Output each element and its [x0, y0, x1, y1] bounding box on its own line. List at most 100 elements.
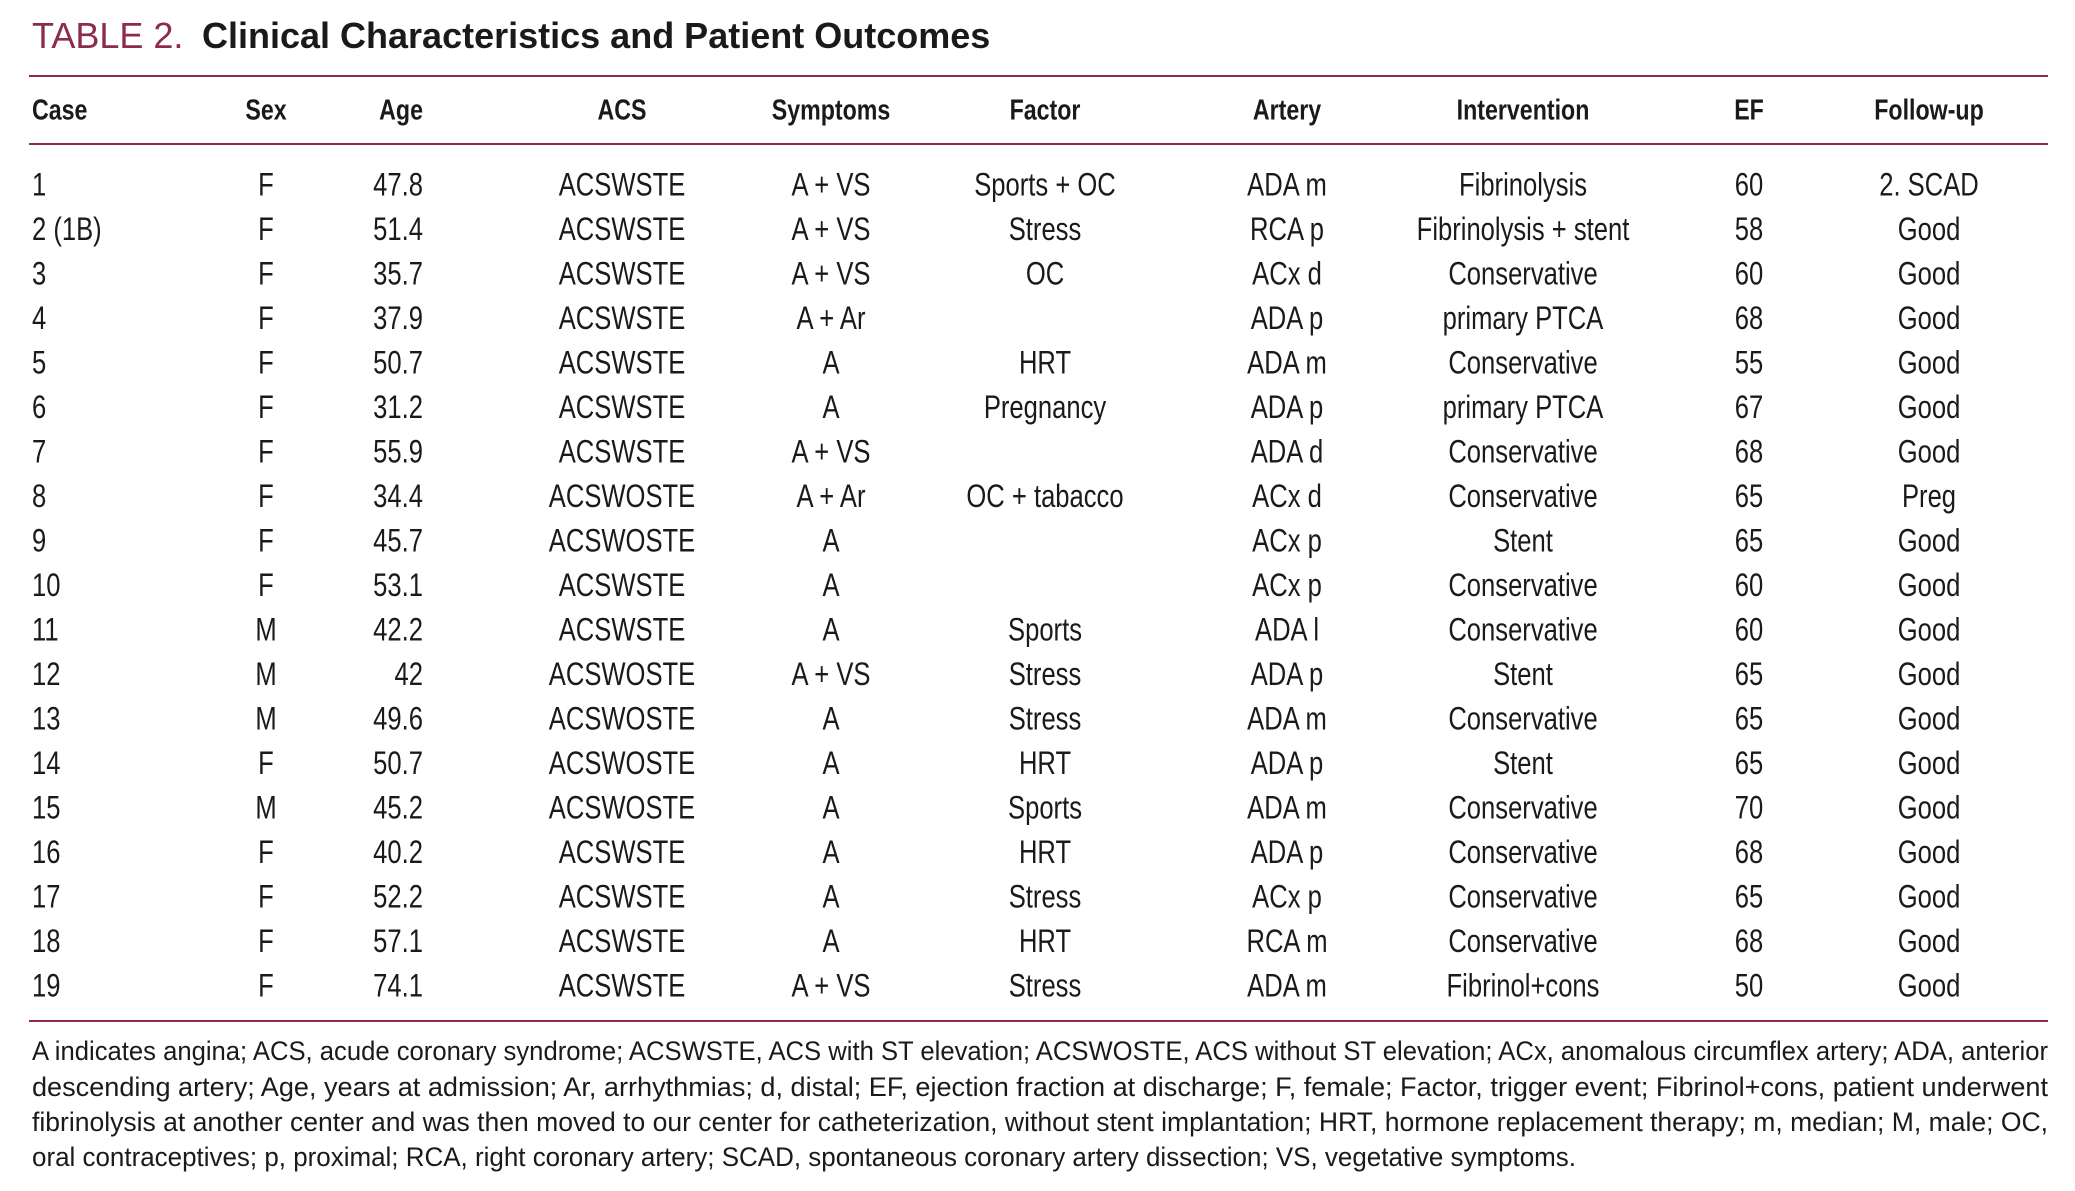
table-cell: A	[822, 791, 840, 826]
table-cell: ACSWOSTE	[549, 791, 695, 826]
table-cell: 68	[1735, 835, 1763, 870]
table-cell: ACSWSTE	[559, 568, 686, 603]
table-cell: Good	[1898, 880, 1961, 915]
table-cell: Preg	[1902, 479, 1956, 514]
table-cell: Sports + OC	[974, 168, 1116, 203]
column-header: Factor	[1010, 93, 1081, 126]
column-header: ACS	[598, 93, 647, 126]
table-cell: ADA m	[1247, 346, 1327, 381]
table-cell: 68	[1735, 301, 1763, 336]
table-cell: Good	[1898, 924, 1961, 959]
table-cell: A + VS	[792, 657, 871, 692]
table-cell: Stress	[1009, 969, 1082, 1004]
table-cell: OC + tabacco	[966, 479, 1123, 514]
table-cell: Conservative	[1448, 835, 1597, 870]
table-cell: M	[255, 702, 276, 737]
table-cell: Stress	[1009, 657, 1082, 692]
table-cell: Conservative	[1448, 479, 1597, 514]
table-cell: F	[258, 212, 274, 247]
table-cell: 34.4	[373, 479, 423, 514]
table-title: Clinical Characteristics and Patient Out…	[202, 15, 990, 56]
table-cell: ACx p	[1252, 880, 1322, 915]
table-cell: 65	[1735, 746, 1763, 781]
footnote-line: descending artery; Age, years at admissi…	[32, 1072, 2048, 1102]
table-cell: Good	[1898, 435, 1961, 470]
table-cell: 9	[32, 524, 46, 559]
table-cell: 16	[32, 835, 60, 870]
table-cell: ACSWSTE	[559, 969, 686, 1004]
column-header: Artery	[1253, 93, 1322, 126]
table-cell: A + VS	[792, 969, 871, 1004]
table-cell: Conservative	[1448, 791, 1597, 826]
table-cell: ACSWSTE	[559, 924, 686, 959]
table-cell: Stress	[1009, 702, 1082, 737]
table-cell: 49.6	[373, 702, 423, 737]
table-cell: 58	[1735, 212, 1763, 247]
table-cell: 5	[32, 346, 46, 381]
table-cell: ADA m	[1247, 969, 1327, 1004]
table-cell: 19	[32, 969, 60, 1004]
table-cell: 11	[32, 613, 59, 648]
table-cell: 2 (1B)	[32, 212, 102, 247]
table-cell: Conservative	[1448, 346, 1597, 381]
table-cell: ADA m	[1247, 168, 1327, 203]
table-cell: 55.9	[373, 435, 423, 470]
column-header: Intervention	[1457, 93, 1590, 126]
table-cell: F	[258, 835, 274, 870]
table-cell: ACSWSTE	[559, 257, 686, 292]
table-cell: ACSWOSTE	[549, 746, 695, 781]
table-cell: 65	[1735, 524, 1763, 559]
table-cell: Stent	[1493, 746, 1553, 781]
table-cell: F	[258, 257, 274, 292]
title: TABLE 2. Clinical Characteristics and Pa…	[32, 15, 990, 56]
table-cell: HRT	[1019, 746, 1071, 781]
table-cell: Pregnancy	[984, 390, 1107, 425]
table-cell: ADA d	[1251, 435, 1324, 470]
table-cell: Conservative	[1448, 568, 1597, 603]
table-cell: ACx p	[1252, 568, 1322, 603]
footnote-line: fibrinolysis at another center and was t…	[32, 1107, 2048, 1137]
table-cell: ACSWOSTE	[549, 479, 695, 514]
column-header: Case	[32, 93, 87, 126]
table-cell: A	[822, 346, 840, 381]
table-cell: F	[258, 346, 274, 381]
table-cell: 35.7	[373, 257, 423, 292]
table-cell: HRT	[1019, 346, 1071, 381]
table-cell: Conservative	[1448, 257, 1597, 292]
table-cell: ACSWSTE	[559, 301, 686, 336]
table-cell: ADA l	[1255, 613, 1319, 648]
table-cell: 53.1	[373, 568, 423, 603]
table-cell: 65	[1735, 702, 1763, 737]
table-cell: 50.7	[373, 346, 423, 381]
table-cell: Fibrinolysis + stent	[1417, 212, 1630, 247]
table-cell: A + Ar	[796, 479, 865, 514]
table-cell: 68	[1735, 435, 1763, 470]
table-cell: A	[822, 880, 840, 915]
table-cell: RCA m	[1246, 924, 1327, 959]
table-cell: Good	[1898, 746, 1961, 781]
table-cell: Conservative	[1448, 702, 1597, 737]
table-cell: F	[258, 435, 274, 470]
table-cell: F	[258, 568, 274, 603]
table-cell: Good	[1898, 657, 1961, 692]
table-cell: 42	[395, 657, 423, 692]
table-cell: 18	[32, 924, 60, 959]
table-cell: 52.2	[373, 880, 423, 915]
table-cell: A	[822, 568, 840, 603]
table-cell: Good	[1898, 568, 1961, 603]
table-cell: 37.9	[373, 301, 423, 336]
table-cell: ACSWOSTE	[549, 702, 695, 737]
table-cell: F	[258, 524, 274, 559]
table-cell: 14	[32, 746, 60, 781]
table-cell: Good	[1898, 257, 1961, 292]
table-cell: 70	[1735, 791, 1763, 826]
table-cell: ACx d	[1252, 479, 1322, 514]
table-cell: A	[822, 746, 840, 781]
table-cell: Good	[1898, 791, 1961, 826]
table-cell: Stress	[1009, 212, 1082, 247]
table-cell: 45.2	[373, 791, 423, 826]
table-cell: A + VS	[792, 212, 871, 247]
table-cell: Conservative	[1448, 880, 1597, 915]
table-cell: Stress	[1009, 880, 1082, 915]
